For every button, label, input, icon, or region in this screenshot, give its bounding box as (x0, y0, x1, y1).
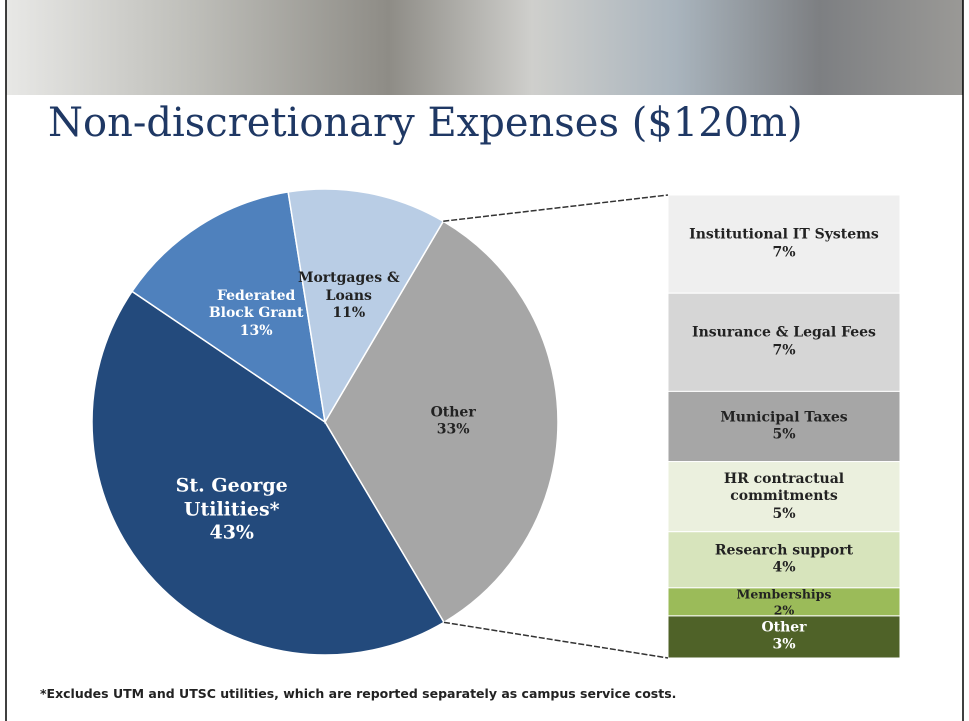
bar-segment (667, 461, 901, 533)
pie-slice (91, 290, 445, 656)
bar-segment (667, 587, 901, 617)
connector-line (443, 194, 669, 222)
data-label: HR contractual commitments 5% (689, 470, 879, 523)
header-image (6, 0, 963, 95)
label-name: Institutional IT Systems (689, 226, 879, 243)
label-value: 13% (239, 322, 273, 339)
bar-segment (667, 615, 901, 659)
bar-segment (667, 390, 901, 463)
label-value: 3% (772, 636, 796, 653)
label-value: 5% (772, 505, 796, 522)
label-name: Federated Block Grant (208, 287, 304, 322)
connector-line (443, 621, 669, 659)
label-value: 7% (772, 342, 796, 359)
label-value: 2% (773, 601, 795, 617)
label-name: Municipal Taxes (720, 409, 848, 425)
footnote: *Excludes UTM and UTSC utilities, which … (40, 686, 677, 701)
slide-title: Non-discretionary Expenses ($120m) (48, 100, 803, 146)
data-label: Other 33% (398, 404, 508, 439)
label-value: 11% (332, 304, 366, 321)
data-label: St. George Utilities* 43% (157, 474, 307, 545)
data-label: Research support 4% (689, 542, 879, 577)
data-label: Insurance & Legal Fees 7% (689, 325, 879, 360)
bar-segment (667, 292, 901, 392)
label-value: 43% (209, 521, 254, 544)
label-value: 5% (772, 426, 796, 443)
data-label: Mortgages & Loans 11% (294, 270, 404, 323)
bar-segment (667, 531, 901, 589)
data-label: Federated Block Grant 13% (201, 288, 311, 341)
data-label: Institutional IT Systems 7% (689, 227, 879, 262)
data-label: Other 3% (689, 619, 879, 654)
label-name: Memberships (736, 586, 832, 602)
pie-slice (131, 191, 327, 424)
label-value: 7% (772, 244, 796, 261)
label-value: 33% (436, 421, 470, 438)
label-name: HR contractual commitments (723, 470, 845, 504)
label-name: Insurance & Legal Fees (692, 324, 876, 341)
data-label: Municipal Taxes 5% (689, 409, 879, 444)
label-value: 4% (772, 559, 796, 576)
label-name: Mortgages & Loans (297, 269, 400, 304)
data-label: Memberships 2% (689, 586, 879, 617)
label-name: Other (761, 619, 807, 636)
label-name: Other (430, 404, 476, 421)
label-name: Research support (714, 542, 854, 559)
pie-slice (324, 220, 559, 624)
bar-segment (667, 194, 901, 294)
label-name: St. George Utilities* (175, 474, 288, 520)
pie-slice (287, 188, 445, 425)
